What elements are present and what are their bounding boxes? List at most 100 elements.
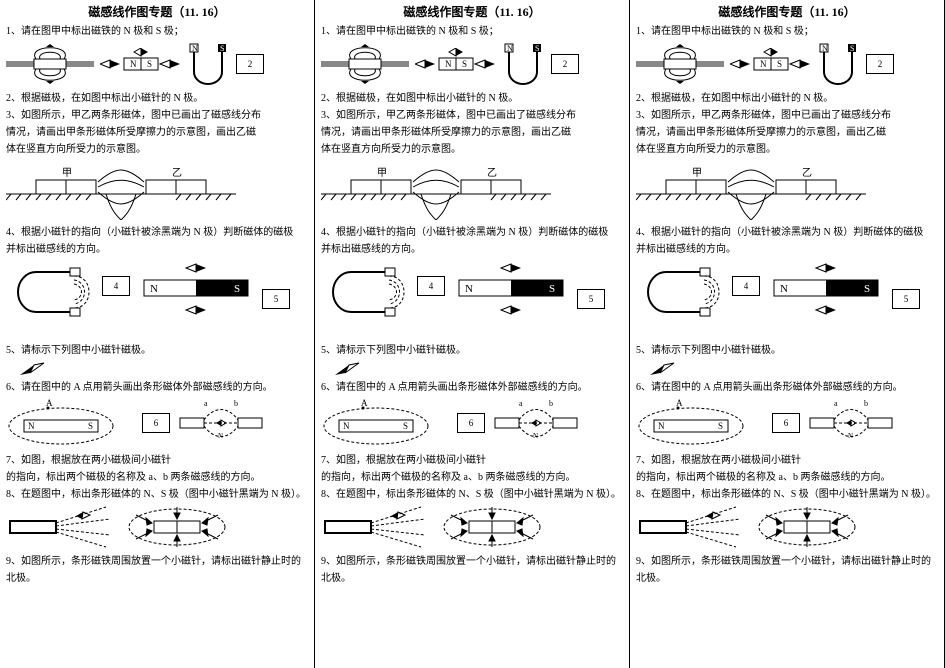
- svg-text:N: N: [343, 421, 350, 431]
- ns-bar-compass-icon: N S: [730, 48, 810, 80]
- question-7a: 7、如图，根据放在两小磁极间小磁针: [636, 454, 938, 468]
- figure-row-8: [6, 505, 308, 549]
- two-bars-ground-icon: 甲 乙: [6, 160, 236, 220]
- figure-row-1: N S S N 2: [6, 42, 308, 86]
- svg-text:N: N: [465, 283, 473, 295]
- page-title: 磁感线作图专题（11. 16）: [321, 4, 623, 21]
- svg-text:S: S: [220, 44, 224, 53]
- figure-label-5: 5: [262, 289, 290, 309]
- page-title: 磁感线作图专题（11. 16）: [6, 4, 308, 21]
- svg-text:N: N: [848, 432, 853, 440]
- ns-bar-compass-icon: N S: [100, 48, 180, 80]
- question-3a: 3、如图所示，甲乙两条形磁体，图中已画出了磁感线分布: [321, 109, 623, 123]
- bar-magnet-field-icon: [636, 42, 724, 86]
- bar-fan-lines-icon: [636, 505, 746, 549]
- question-3b: 情况，请画出甲条形磁体所受摩擦力的示意图，画出乙磁: [636, 126, 938, 140]
- svg-text:a: a: [834, 399, 838, 408]
- figure-row-8: [321, 505, 623, 549]
- svg-text:N: N: [822, 44, 828, 53]
- bar-arrows-in-icon: [437, 505, 547, 549]
- question-3c: 体在竖直方向所受力的示意图。: [6, 143, 308, 157]
- horseshoe-dashed-icon: [636, 260, 726, 338]
- svg-text:S: S: [234, 283, 240, 295]
- svg-text:b: b: [864, 399, 868, 408]
- figure-row-4: 4 N S 5: [6, 260, 308, 338]
- question-6: 6、请在图中的 A 点用箭头画出条形磁体外部磁感线的方向。: [6, 381, 308, 395]
- svg-text:乙: 乙: [487, 167, 497, 179]
- question-3c: 体在竖直方向所受力的示意图。: [636, 143, 938, 157]
- worksheet-column: 磁感线作图专题（11. 16） 1、请在图甲中标出磁铁的 N 极和 S 极； N…: [315, 0, 630, 668]
- bar-magnet-field-icon: [321, 42, 409, 86]
- ns-bar-compasses-icon: N S: [136, 260, 256, 338]
- bar-a-loop-icon: A N S: [321, 398, 451, 448]
- ab-field-icon: a b N: [491, 398, 581, 448]
- question-3b: 情况，请画出甲条形磁体所受摩擦力的示意图，画出乙磁: [6, 126, 308, 140]
- figure-row-3: 甲 乙: [321, 160, 623, 220]
- question-4a: 4、根据小磁针的指向（小磁针被涂黑端为 N 极）判断磁体的磁极: [6, 226, 308, 240]
- bar-magnet-field-icon: [6, 42, 94, 86]
- figure-label-4: 4: [102, 276, 130, 296]
- figure-row-8: [636, 505, 938, 549]
- svg-text:乙: 乙: [172, 167, 182, 179]
- bar-a-loop-icon: A N S: [636, 398, 766, 448]
- ns-bar-compasses-icon: N S: [766, 260, 886, 338]
- question-3c: 体在竖直方向所受力的示意图。: [321, 143, 623, 157]
- ab-field-icon: a b N: [806, 398, 896, 448]
- figure-row-6: A N S 6 a b N: [636, 398, 938, 448]
- question-9a: 9、如图所示，条形磁铁周围放置一个小磁针，请标出磁针静止时的: [636, 555, 938, 569]
- ns-bar-compasses-icon: N S: [451, 260, 571, 338]
- question-7b: 的指向，标出两个磁极的名称及 a、b 两条磁感线的方向。: [636, 471, 938, 485]
- svg-text:S: S: [462, 59, 467, 69]
- figure-label-6: 6: [457, 413, 485, 433]
- svg-text:甲: 甲: [692, 168, 702, 179]
- svg-text:甲: 甲: [377, 168, 387, 179]
- ab-field-icon: a b N: [176, 398, 266, 448]
- figure-label-6: 6: [772, 413, 800, 433]
- figure-row-3: 甲 乙: [6, 160, 308, 220]
- svg-text:N: N: [192, 44, 198, 53]
- horseshoe-magnet-icon: S N: [501, 42, 545, 86]
- horseshoe-dashed-icon: [6, 260, 96, 338]
- question-3a: 3、如图所示，甲乙两条形磁体，图中已画出了磁感线分布: [6, 109, 308, 123]
- svg-text:N: N: [28, 421, 35, 431]
- question-4b: 并标出磁感线的方向。: [321, 243, 623, 257]
- question-8: 8、在题图中，标出条形磁体的 N、S 极（图中小磁针黑端为 N 极）。: [6, 488, 308, 502]
- question-8: 8、在题图中，标出条形磁体的 N、S 极（图中小磁针黑端为 N 极）。: [636, 488, 938, 502]
- worksheet-column: 磁感线作图专题（11. 16） 1、请在图甲中标出磁铁的 N 极和 S 极； N…: [630, 0, 945, 668]
- question-3b: 情况，请画出甲条形磁体所受摩擦力的示意图，画出乙磁: [321, 126, 623, 140]
- svg-text:S: S: [88, 421, 93, 431]
- two-bars-ground-icon: 甲 乙: [636, 160, 866, 220]
- svg-text:N: N: [218, 432, 223, 440]
- question-8: 8、在题图中，标出条形磁体的 N、S 极（图中小磁针黑端为 N 极）。: [321, 488, 623, 502]
- svg-text:S: S: [718, 421, 723, 431]
- question-7b: 的指向，标出两个磁极的名称及 a、b 两条磁感线的方向。: [6, 471, 308, 485]
- question-9a: 9、如图所示，条形磁铁周围放置一个小磁针，请标出磁针静止时的: [321, 555, 623, 569]
- svg-text:乙: 乙: [802, 167, 812, 179]
- svg-text:S: S: [403, 421, 408, 431]
- compass-arrow-icon: [646, 361, 686, 379]
- svg-text:N: N: [445, 59, 452, 69]
- figure-label-4: 4: [732, 276, 760, 296]
- svg-text:N: N: [533, 432, 538, 440]
- question-5: 5、请标示下列图中小磁针磁极。: [6, 344, 308, 358]
- svg-text:N: N: [760, 59, 767, 69]
- compass-arrow-icon: [16, 361, 56, 379]
- svg-text:A: A: [676, 398, 683, 408]
- svg-text:a: a: [204, 399, 208, 408]
- question-9b: 北极。: [6, 572, 308, 586]
- figure-label-6: 6: [142, 413, 170, 433]
- svg-text:S: S: [549, 283, 555, 295]
- svg-text:b: b: [549, 399, 553, 408]
- bar-arrows-in-icon: [122, 505, 232, 549]
- svg-text:A: A: [361, 398, 368, 408]
- question-1: 1、请在图甲中标出磁铁的 N 极和 S 极；: [6, 25, 308, 39]
- figure-row-6: A N S 6 a b N: [321, 398, 623, 448]
- question-2: 2、根据磁极，在如图中标出小磁针的 N 极。: [321, 92, 623, 106]
- horseshoe-magnet-icon: S N: [186, 42, 230, 86]
- svg-text:S: S: [850, 44, 854, 53]
- svg-text:S: S: [535, 44, 539, 53]
- figure-label-2: 2: [551, 54, 579, 74]
- figure-label-5: 5: [892, 289, 920, 309]
- figure-row-6: A N S 6 a b N: [6, 398, 308, 448]
- bar-fan-lines-icon: [6, 505, 116, 549]
